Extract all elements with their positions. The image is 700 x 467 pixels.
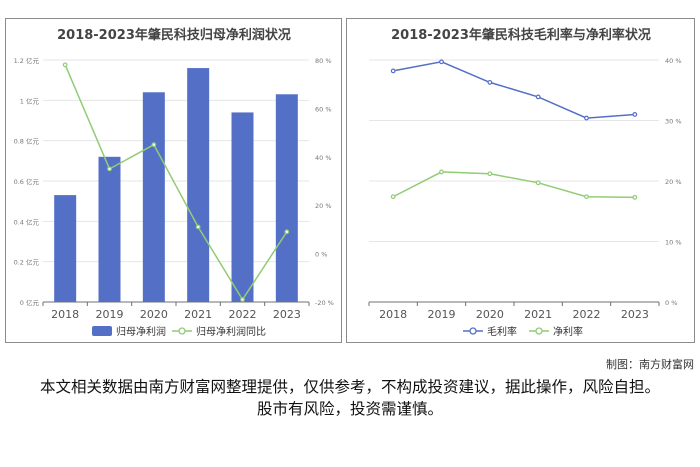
legend-marker [469, 327, 477, 335]
net-profit-chart: 2018-2023年肇民科技归母净利润状况 0 亿元 0.2 亿元 0.4 亿元 0.6… [14, 27, 334, 338]
x-tick-label: 2021 [184, 308, 212, 321]
legend-marker [535, 327, 543, 335]
bar-2023 [275, 94, 298, 303]
legend-line-label: 归母净利润同比 [196, 325, 266, 338]
y-tick-label: 10 % [665, 239, 682, 247]
margin-chart-panel: 2018-2023年肇民科技毛利率与净利率状况 0 % 10 % 20 % 30 % 40… [346, 18, 695, 343]
yoy-point-2021 [195, 224, 201, 230]
series-line-net-margin [392, 171, 635, 199]
bar-2021 [187, 68, 210, 302]
y-tick-label: 40 % [665, 57, 682, 65]
chart-title: 2018-2023年肇民科技归母净利润状况 [57, 27, 291, 43]
x-tick-label: 2019 [428, 308, 456, 321]
net-profit-chart-panel: 2018-2023年肇民科技归母净利润状况 0 亿元 0.2 亿元 0.4 亿元 0.6… [5, 18, 342, 343]
y-right-tick-label: 0 % [315, 251, 327, 259]
margin-chart: 2018-2023年肇民科技毛利率与净利率状况 0 % 10 % 20 % 30 % 40… [368, 27, 682, 338]
point-gross-2022 [584, 115, 589, 121]
yoy-point-2020 [151, 142, 157, 148]
y-right-tick-label: 80 % [315, 57, 332, 65]
legend-label: 毛利率 [487, 325, 517, 338]
yoy-point-2023 [284, 229, 290, 235]
yoy-point-2022 [240, 297, 245, 302]
y-left-tick-label: 0.2 亿元 [14, 258, 40, 267]
point-gross-2019 [439, 59, 444, 65]
series-line-gross-margin [393, 61, 635, 119]
y-left-tick-label: 1.2 亿元 [14, 56, 40, 65]
y-tick-label: 30 % [665, 118, 682, 126]
y-left-tick-label: 1 亿元 [20, 96, 40, 105]
yoy-point-2019 [107, 166, 112, 172]
chart-title: 2018-2023年肇民科技毛利率与净利率状况 [391, 27, 651, 43]
x-tick-label: 2022 [573, 308, 601, 321]
x-tick-label: 2023 [273, 308, 301, 321]
y-tick-label: 0 % [665, 299, 677, 307]
y-left-tick-label: 0 亿元 [20, 298, 40, 307]
legend-line-marker [178, 327, 186, 335]
chart-credit: 制图：南方财富网 [606, 358, 694, 371]
point-net-2023 [632, 194, 638, 200]
y-left-tick-label: 0.4 亿元 [14, 217, 40, 226]
y-right-tick-label: -20 % [315, 299, 334, 307]
bar-2018 [54, 195, 77, 302]
legend-bar-label: 归母净利润 [116, 325, 166, 338]
x-tick-label: 2020 [476, 308, 504, 321]
y-left-tick-label: 0.6 亿元 [14, 177, 40, 186]
x-tick-label: 2023 [621, 308, 649, 321]
bar-2019 [98, 156, 121, 302]
x-tick-label: 2020 [140, 308, 168, 321]
point-net-2021 [535, 180, 541, 186]
x-tick-label: 2018 [379, 308, 407, 321]
legend-bar-swatch [92, 326, 112, 336]
x-tick-label: 2021 [524, 308, 552, 321]
yoy-growth-line [64, 64, 288, 301]
y-right-tick-label: 40 % [315, 154, 332, 162]
point-net-2018 [390, 194, 396, 200]
point-net-2019 [439, 169, 444, 175]
bar-2020 [142, 92, 165, 303]
point-net-2022 [584, 194, 589, 200]
y-right-tick-label: 60 % [315, 105, 332, 113]
yoy-point-2018 [62, 62, 68, 68]
bar-2022 [231, 112, 254, 302]
point-gross-2023 [632, 112, 638, 117]
x-tick-label: 2019 [96, 308, 124, 321]
x-tick-label: 2018 [51, 308, 79, 321]
x-tick-label: 2022 [229, 308, 257, 321]
y-right-tick-label: 20 % [315, 202, 332, 210]
point-net-2020 [487, 171, 493, 177]
point-gross-2018 [390, 68, 396, 74]
y-left-tick-label: 0.8 亿元 [14, 137, 40, 146]
disclaimer-text: 本文相关数据由南方财富网整理提供，仅供参考，不构成投资建议，据此操作，风险自担。… [40, 378, 661, 418]
y-tick-label: 20 % [665, 178, 682, 186]
point-gross-2020 [487, 79, 493, 85]
legend-label: 净利率 [553, 325, 583, 338]
point-gross-2021 [535, 94, 541, 100]
